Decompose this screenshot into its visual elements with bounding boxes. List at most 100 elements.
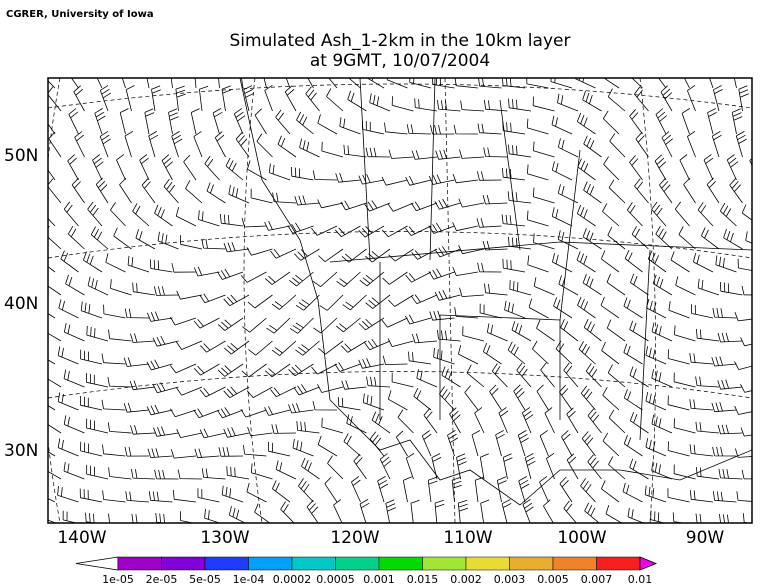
wind-barb bbox=[271, 424, 297, 434]
wind-barb bbox=[622, 482, 643, 503]
wind-barb bbox=[480, 499, 490, 523]
wind-barb bbox=[553, 297, 573, 319]
wind-barb bbox=[388, 149, 414, 159]
wind-barb bbox=[738, 85, 749, 112]
wind-barb bbox=[454, 307, 479, 319]
wind-barb bbox=[536, 319, 555, 342]
wind-barb bbox=[60, 250, 79, 273]
wind-barb bbox=[645, 392, 667, 411]
wind-barb bbox=[340, 200, 367, 211]
wind-barb bbox=[484, 100, 508, 112]
wind-barb bbox=[358, 173, 385, 185]
wind-barb bbox=[460, 100, 485, 112]
wind-barb bbox=[566, 407, 579, 434]
wind-barb bbox=[48, 285, 62, 296]
wind-barb bbox=[411, 150, 438, 160]
wind-barb bbox=[651, 461, 673, 480]
wind-barb bbox=[391, 96, 414, 112]
wind-barb bbox=[48, 226, 62, 250]
wind-barb bbox=[741, 285, 752, 296]
wind-barb bbox=[176, 340, 203, 350]
wind-barb bbox=[247, 294, 273, 309]
wind-barb bbox=[131, 513, 138, 523]
wind-barb bbox=[127, 255, 150, 273]
wind-barb bbox=[254, 108, 267, 135]
wind-barb bbox=[271, 294, 297, 310]
wind-barb bbox=[668, 301, 690, 319]
wind-barb bbox=[552, 252, 573, 273]
wind-barb bbox=[335, 172, 361, 183]
wind-barb bbox=[371, 411, 391, 434]
wind-barb bbox=[484, 283, 508, 296]
wind-barb bbox=[405, 271, 432, 283]
colorbar-label: 0.01 bbox=[628, 573, 653, 586]
wind-barb bbox=[697, 278, 720, 296]
wind-barb bbox=[533, 141, 555, 158]
wind-barb bbox=[129, 380, 156, 391]
wind-barb bbox=[502, 258, 526, 273]
wind-barb bbox=[696, 466, 720, 480]
colorbar-segment bbox=[465, 556, 510, 571]
wind-barb bbox=[101, 399, 126, 411]
wind-barb bbox=[559, 476, 573, 503]
wind-barb bbox=[645, 438, 667, 457]
wind-barb bbox=[206, 182, 226, 204]
wind-barb bbox=[651, 201, 667, 227]
axis-labels: 50N 40N 30N 140W 130W 120W 110W 100W 90W bbox=[4, 146, 724, 548]
border bbox=[239, 78, 752, 506]
wind-barb bbox=[428, 268, 455, 280]
wind-barb bbox=[527, 164, 549, 181]
wind-barb bbox=[720, 281, 743, 296]
wind-barb bbox=[312, 400, 338, 411]
title: Simulated Ash_1-2km in the 10km layer bbox=[230, 31, 571, 51]
wind-barb bbox=[551, 161, 573, 181]
wind-barb bbox=[626, 202, 643, 227]
wind-barb bbox=[651, 414, 673, 434]
wind-barb bbox=[170, 449, 197, 459]
wind-barb bbox=[306, 499, 319, 523]
colorbar-segment bbox=[248, 556, 293, 571]
wind-barb bbox=[221, 85, 232, 112]
wind-barb bbox=[421, 430, 432, 457]
wind-barb bbox=[223, 241, 250, 253]
wind-barb bbox=[675, 276, 696, 296]
graticule bbox=[444, 78, 456, 523]
lon-label: 130W bbox=[200, 528, 249, 548]
wind-barb bbox=[756, 109, 760, 134]
wind-barb bbox=[697, 202, 714, 227]
wind-barb bbox=[125, 491, 150, 503]
wind-barb bbox=[723, 228, 743, 250]
wind-barb bbox=[379, 453, 392, 480]
wind-barb bbox=[558, 275, 579, 296]
wind-barb bbox=[199, 428, 226, 439]
wind-barb bbox=[476, 218, 502, 228]
wind-barb bbox=[172, 490, 197, 503]
wind-barb bbox=[381, 225, 408, 238]
wind-barb bbox=[83, 251, 103, 273]
wind-barb bbox=[462, 326, 485, 342]
wind-barb bbox=[294, 248, 320, 261]
wind-barb bbox=[387, 202, 414, 212]
wind-barb bbox=[683, 78, 690, 89]
wind-barb bbox=[343, 433, 361, 457]
wind-barb bbox=[105, 253, 126, 273]
wind-barb bbox=[712, 446, 737, 457]
wind-barb bbox=[146, 359, 173, 371]
wind-barb bbox=[560, 319, 579, 342]
wind-barb bbox=[48, 178, 62, 204]
wind-barb bbox=[433, 347, 455, 365]
wind-barb bbox=[382, 355, 408, 365]
wind-barb bbox=[745, 231, 752, 244]
wind-barb bbox=[169, 316, 197, 326]
wind-barb bbox=[495, 430, 505, 457]
wind-barb bbox=[288, 363, 314, 377]
wind-barb bbox=[749, 158, 752, 166]
wind-barb bbox=[623, 435, 643, 457]
wind-barb bbox=[71, 177, 85, 204]
wind-barb bbox=[608, 456, 626, 480]
wind-barb bbox=[342, 294, 367, 311]
wind-barb bbox=[516, 362, 532, 388]
wind-barb bbox=[706, 177, 720, 204]
wind-barb bbox=[533, 233, 555, 250]
wind-barb bbox=[661, 131, 673, 158]
